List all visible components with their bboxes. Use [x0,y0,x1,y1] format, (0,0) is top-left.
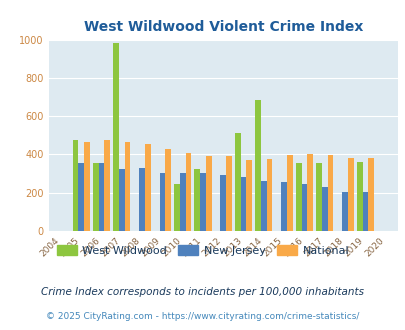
Bar [266,159,272,231]
Bar [356,162,362,231]
Text: Crime Index corresponds to incidents per 100,000 inhabitants: Crime Index corresponds to incidents per… [41,287,364,297]
Bar [205,156,211,231]
Bar [200,173,205,231]
Bar [255,100,260,231]
Bar [362,192,367,231]
Bar [124,142,130,231]
Bar [246,160,252,231]
Bar [295,163,301,231]
Bar [113,44,119,231]
Bar [139,168,145,231]
Bar [315,163,321,231]
Bar [72,140,78,231]
Bar [104,140,110,231]
Bar [145,144,150,231]
Bar [98,163,104,231]
Bar [341,192,347,231]
Bar [347,158,353,231]
Legend: West Wildwood, New Jersey, National: West Wildwood, New Jersey, National [52,241,353,260]
Bar [234,133,240,231]
Bar [84,142,90,231]
Bar [240,178,246,231]
Bar [119,169,124,231]
Bar [159,173,165,231]
Bar [179,173,185,231]
Bar [301,184,307,231]
Bar [327,155,333,231]
Bar [194,169,200,231]
Bar [78,163,84,231]
Bar [220,176,226,231]
Bar [307,154,312,231]
Bar [281,182,286,231]
Bar [185,153,191,231]
Bar [260,181,266,231]
Text: © 2025 CityRating.com - https://www.cityrating.com/crime-statistics/: © 2025 CityRating.com - https://www.city… [46,312,359,321]
Bar [367,158,373,231]
Bar [286,155,292,231]
Title: West Wildwood Violent Crime Index: West Wildwood Violent Crime Index [83,20,362,34]
Bar [321,187,327,231]
Bar [93,163,98,231]
Bar [165,149,171,231]
Bar [174,184,179,231]
Bar [226,156,231,231]
